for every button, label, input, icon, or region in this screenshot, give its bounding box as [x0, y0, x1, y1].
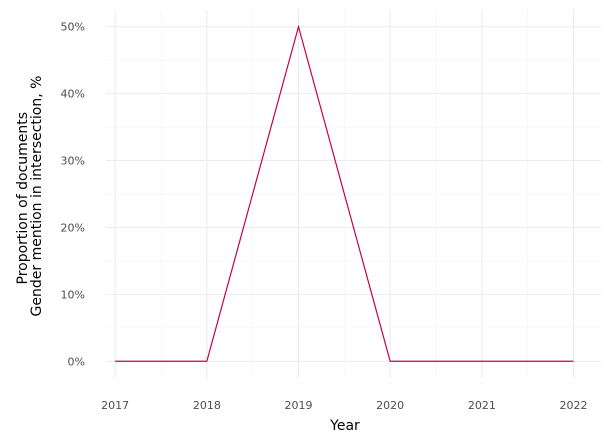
x-tick-label: 2019	[285, 399, 313, 412]
y-tick-label: 10%	[61, 288, 85, 301]
y-tick-label: 0%	[68, 355, 85, 368]
major-gridlines	[106, 10, 601, 378]
y-tick-label: 20%	[61, 221, 85, 234]
y-tick-label: 50%	[61, 21, 85, 34]
minor-gridlines	[106, 10, 601, 378]
x-tick-label: 2021	[468, 399, 496, 412]
x-axis-title: Year	[329, 418, 360, 434]
y-axis-title-line-2: Gender mention in intersection, %	[29, 76, 45, 317]
y-axis-ticks: 0% 10% 20% 30% 40% 50%	[61, 21, 85, 369]
y-tick-label: 40%	[61, 88, 85, 101]
x-tick-label: 2022	[560, 399, 588, 412]
y-axis-title: Proportion of documents Gender mention i…	[15, 76, 45, 317]
series-layer	[115, 24, 574, 362]
x-tick-label: 2018	[193, 399, 221, 412]
series-line-1	[115, 24, 574, 362]
x-tick-label: 2020	[376, 399, 404, 412]
x-axis-ticks: 2017 2018 2019 2020 2021 2022	[101, 399, 587, 412]
x-tick-label: 2017	[101, 399, 129, 412]
y-axis-title-line-1: Proportion of documents	[15, 112, 31, 285]
y-tick-label: 30%	[61, 155, 85, 168]
